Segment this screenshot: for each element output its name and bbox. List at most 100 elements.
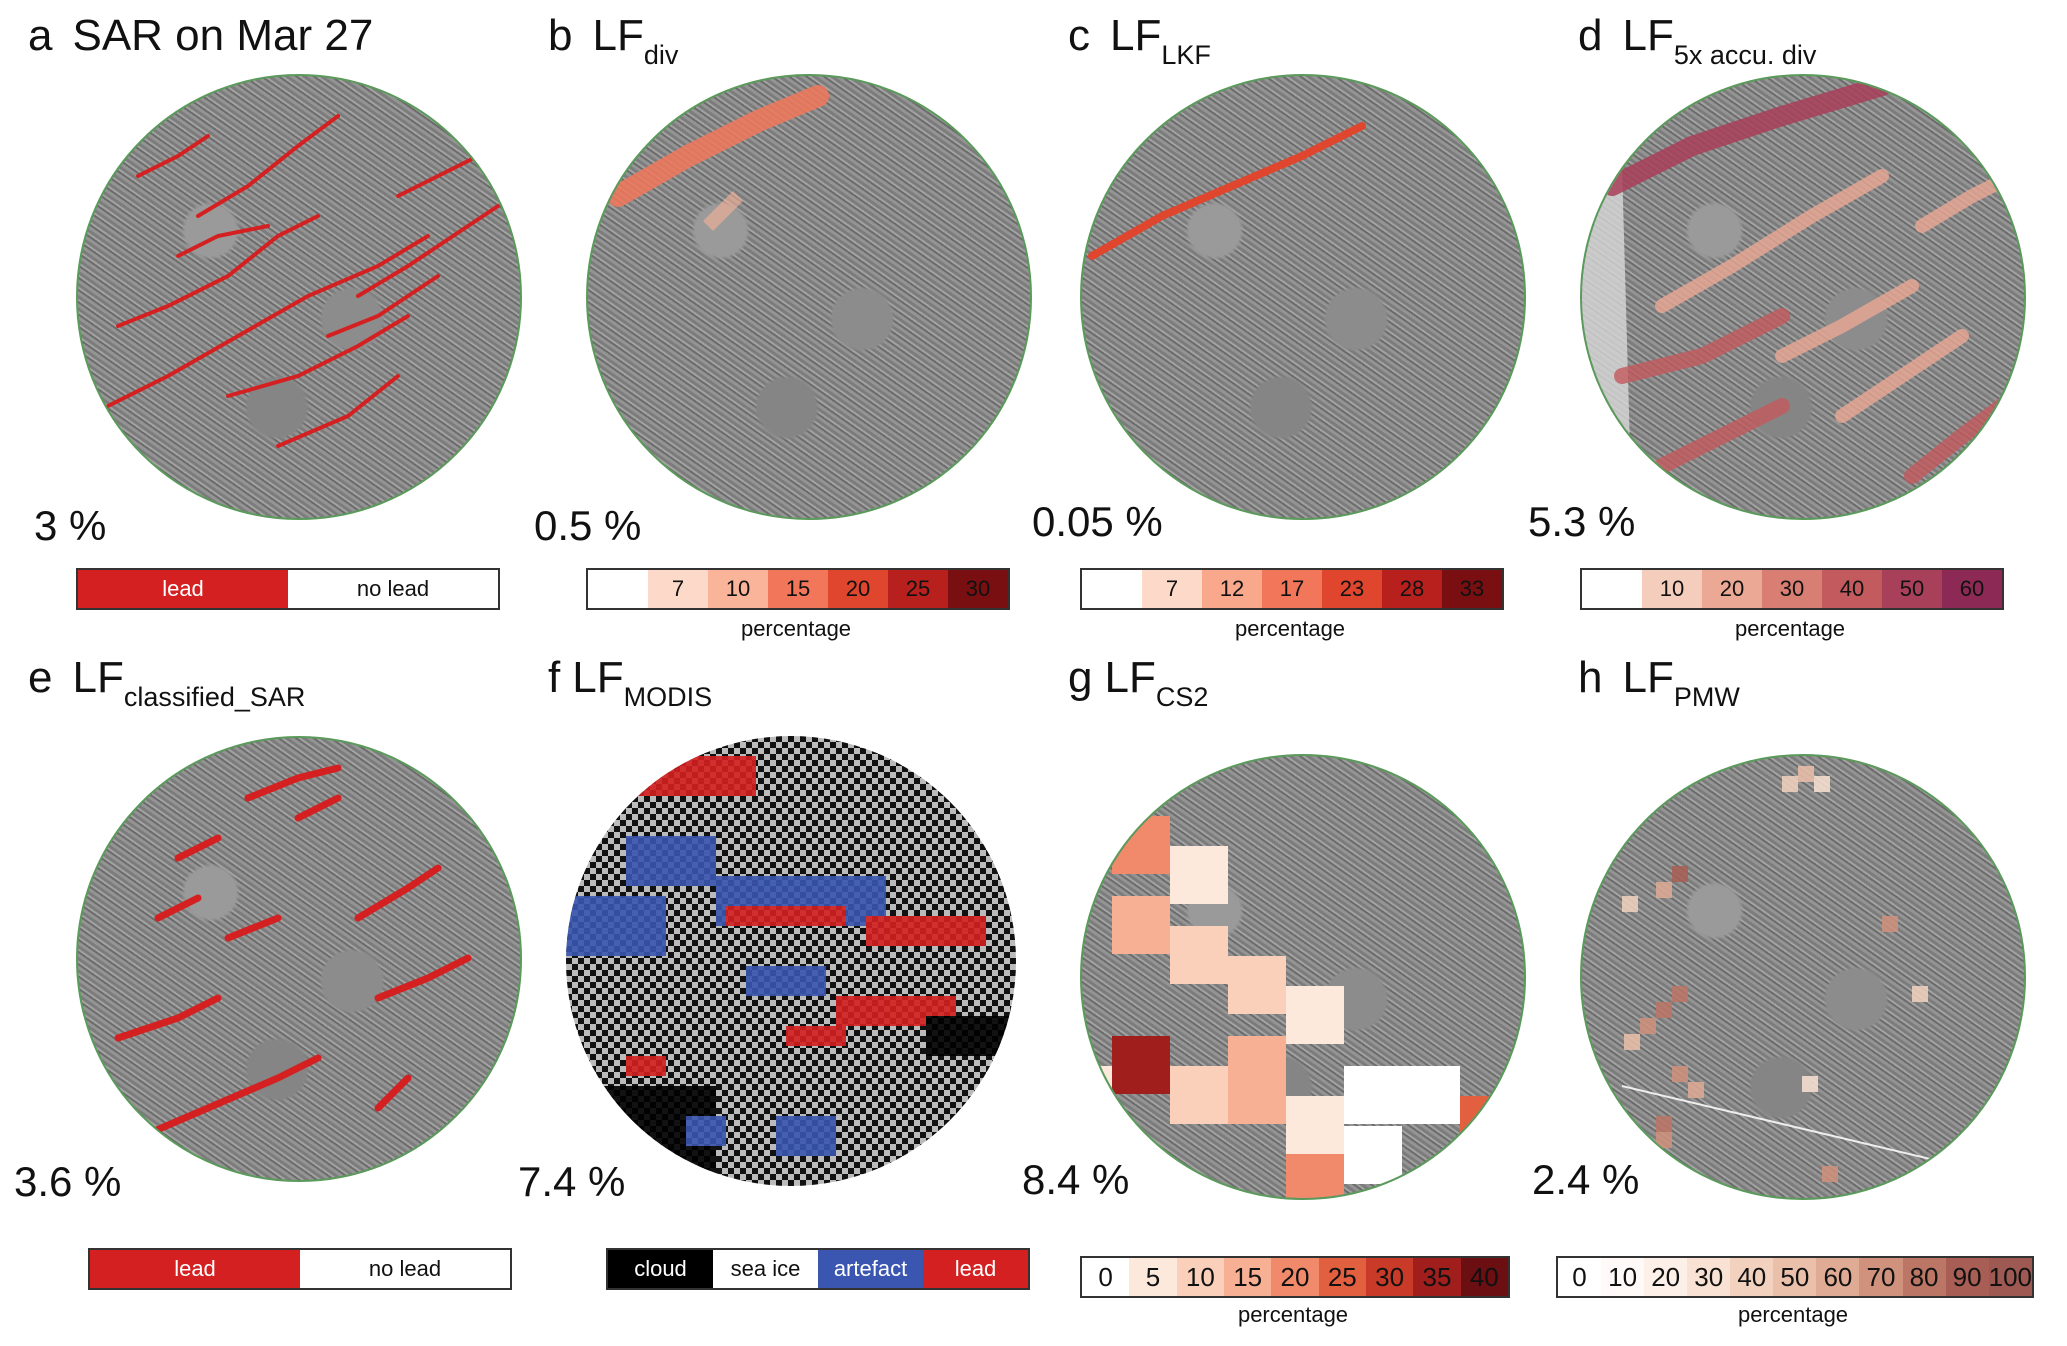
sar-image: [586, 74, 1032, 520]
panel-a: a SAR on Mar 27 3 % lead no lead: [28, 14, 528, 674]
colorbar-cell: 0: [1082, 1258, 1130, 1296]
colorbar-cell: 30: [1365, 1258, 1414, 1296]
legend-sea-ice: sea ice: [713, 1250, 818, 1288]
colorbar-cell: 12: [1202, 570, 1262, 608]
sar-image: [1080, 74, 1526, 520]
colorbar-label: percentage: [1237, 1302, 1349, 1327]
cs2-grid-overlay: [1082, 816, 1518, 1198]
colorbar-cell: 10: [1642, 570, 1702, 608]
legend-lead: lead: [78, 570, 288, 608]
lead-legend: lead no lead: [76, 568, 500, 610]
lead-fraction: 2.4 %: [1532, 1156, 1640, 1203]
panel-title: d LF5x accu. div: [1578, 14, 1816, 69]
colorbar-cell: 80: [1902, 1258, 1946, 1296]
sar-image: [76, 74, 522, 520]
panel-letter: a: [28, 11, 53, 60]
pmw-grid-overlay: [1621, 766, 2003, 1182]
colorbar-cell: 35: [1413, 1258, 1461, 1296]
panel-letter: f: [548, 653, 561, 702]
panel-title-sub: CS2: [1155, 682, 1209, 712]
colorbar-cell: 25: [888, 570, 948, 608]
panel-letter: h: [1578, 653, 1603, 702]
panel-letter: d: [1578, 11, 1603, 60]
panel-title-sub: classified_SAR: [123, 682, 306, 712]
panel-title: h LFPMW: [1578, 656, 1740, 711]
colorbar-cell: 15: [768, 570, 828, 608]
panel-letter: c: [1068, 11, 1090, 60]
modis-legend: cloud sea ice artefact lead: [606, 1248, 1030, 1290]
colorbar-cell: 20: [1702, 570, 1762, 608]
colorbar-label: percentage: [1234, 616, 1346, 641]
lead-legend: lead no lead: [88, 1248, 512, 1290]
panel-letter: b: [548, 11, 573, 60]
colorbar-cell: 70: [1859, 1258, 1903, 1296]
legend-cloud: cloud: [608, 1250, 713, 1288]
panel-c: c LFLKF 0.05 % 7 12 17 23 28 33 percentag…: [1032, 11, 1568, 674]
lead-fraction: 8.4 %: [1022, 1156, 1130, 1203]
legend-artefact: artefact: [818, 1250, 923, 1288]
panel-title-sub: 5x accu. div: [1673, 40, 1817, 70]
panel-title-text: LF: [72, 653, 124, 702]
legend-no-lead: no lead: [300, 1250, 510, 1288]
colorbar-cell: 20: [1271, 1258, 1319, 1296]
colorbar-cell: 60: [1942, 570, 2002, 608]
divergence-overlay: [607, 85, 829, 231]
colorbar-cell: 17: [1262, 570, 1322, 608]
colorbar-cell: 7: [1142, 570, 1202, 608]
legend-lead: lead: [90, 1250, 300, 1288]
colorbar-cell: 5: [1129, 1258, 1177, 1296]
colorbar-cell: 40: [1460, 1258, 1508, 1296]
colorbar-cell: 60: [1816, 1258, 1860, 1296]
colorbar-cell: 10: [1176, 1258, 1224, 1296]
lead-fraction: 7.4 %: [518, 1158, 626, 1205]
colorbar-cell: 50: [1773, 1258, 1817, 1296]
panel-title-sub: LKF: [1161, 40, 1211, 70]
panel-title-text: LF: [1622, 11, 1674, 60]
colorbar-cell: 7: [648, 570, 708, 608]
panel-title-sub: div: [643, 40, 679, 70]
lead-fraction: 0.5 %: [534, 502, 642, 549]
sar-image: [1580, 754, 2026, 1200]
panel-h: h LFPMW: [1532, 656, 2067, 1327]
colorbar: 7 12 17 23 28 33: [1080, 568, 1504, 610]
legend-lead: lead: [923, 1250, 1028, 1288]
colorbar: 10 20 30 40 50 60: [1580, 568, 2004, 610]
colorbar-cell: 25: [1318, 1258, 1366, 1296]
sar-image: [1080, 754, 1526, 1200]
modis-image: [566, 736, 1016, 1186]
colorbar-cell: 30: [948, 570, 1008, 608]
sar-image: [76, 736, 522, 1182]
lead-fraction: 3 %: [34, 502, 107, 549]
colorbar-label: percentage: [1737, 1302, 1849, 1327]
colorbar: 0 10 20 30 40 50 60 70 80 90 100: [1556, 1256, 2034, 1298]
colorbar-cell: 50: [1882, 570, 1942, 608]
legend-no-lead: no lead: [288, 570, 498, 608]
panel-letter: e: [28, 653, 53, 702]
colorbar-cell: [1082, 570, 1142, 608]
colorbar-cell: 40: [1822, 570, 1882, 608]
panel-title-text: SAR on Mar 27: [72, 11, 374, 60]
panel-b: b LFdiv 0.5 % 7 10 15 20 25 30 percentage: [534, 14, 1048, 674]
lkf-overlay: [1088, 122, 1366, 260]
panel-title-text: LF: [1622, 653, 1674, 702]
accumulated-divergence-overlay: [1582, 76, 2019, 518]
panel-title-text: LF: [1104, 653, 1156, 702]
colorbar: 0 5 10 15 20 25 30 35 40: [1080, 1256, 1510, 1298]
lead-fraction: 5.3 %: [1528, 498, 1636, 545]
colorbar-cell: 0: [1558, 1258, 1602, 1296]
panel-g: g LFCS2 8.4 %: [1022, 656, 1568, 1327]
panel-f: f LFMODIS 7.4 % cloud sea ice: [518, 653, 1048, 1316]
colorbar-cell: 90: [1945, 1258, 1989, 1296]
colorbar-cell: 30: [1762, 570, 1822, 608]
colorbar-cell: [588, 570, 648, 608]
colorbar-cell: 15: [1223, 1258, 1272, 1296]
panel-e: e LFclassified_SAR 3.6 % lead no lead: [14, 653, 528, 1316]
panel-title-text: LF: [1110, 11, 1162, 60]
panel-letter: g: [1068, 653, 1093, 702]
lead-overlay: [106, 114, 500, 448]
modis-classification-overlay: [566, 756, 1016, 1186]
sar-image: [1580, 74, 2026, 520]
panel-title: b LFdiv: [548, 14, 678, 69]
colorbar: 7 10 15 20 25 30: [586, 568, 1010, 610]
panel-title: g LFCS2: [1068, 656, 1208, 711]
